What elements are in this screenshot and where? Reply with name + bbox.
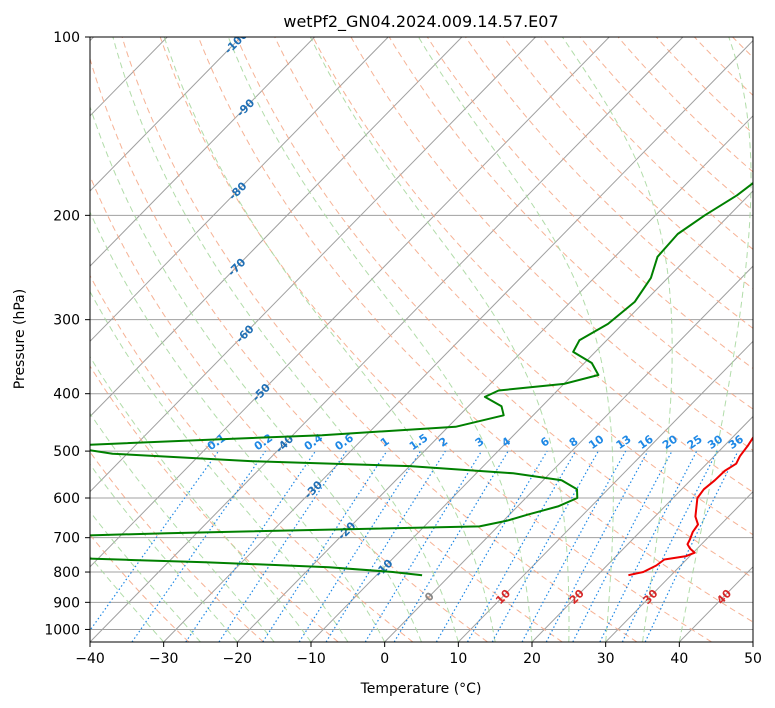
x-tick-label: 20 [523, 651, 541, 667]
dry-adiabat [388, 37, 753, 410]
plot-frame [89, 36, 754, 643]
mixing-ratio-line [435, 450, 548, 642]
mixing-ratio-line [491, 450, 599, 642]
isotherm-line [90, 37, 242, 192]
isotherm-line [384, 265, 753, 642]
x-tick-label: −20 [223, 651, 253, 667]
mixing-ratio-line [325, 450, 446, 642]
dry-adiabat [236, 37, 753, 579]
mixing-ratio-line [644, 450, 739, 642]
x-tick-label: −40 [75, 651, 105, 667]
dry-adiabat [312, 37, 753, 493]
x-tick-label: 0 [380, 651, 389, 667]
isotherm-line [310, 190, 753, 642]
moist-adiabat [112, 37, 459, 642]
dry-adiabat [90, 451, 264, 642]
dewpoint-line [90, 181, 753, 577]
y-tick-label: 300 [53, 313, 80, 329]
moist-adiabat [163, 37, 496, 642]
dry-adiabat [159, 37, 712, 642]
chart-title: wetPf2_GN04.2024.009.14.57.E07 [283, 12, 558, 32]
moist-adiabat [418, 37, 614, 642]
y-tick-label: 400 [53, 387, 80, 403]
mixing-ratio-line [393, 450, 509, 642]
moist-adiabat [90, 290, 349, 642]
isotherm-line [90, 37, 610, 568]
isotherm-line [163, 39, 753, 642]
dry-adiabat [579, 37, 753, 212]
mixing-ratio-line [262, 450, 388, 642]
x-tick-label: −30 [149, 651, 179, 667]
x-tick-label: 50 [744, 651, 762, 667]
mixing-ratio-line [185, 450, 316, 642]
dry-adiabat [426, 37, 753, 370]
moist-adiabat [309, 37, 570, 642]
dry-adiabat [121, 37, 638, 642]
isotherm-line [90, 37, 389, 343]
y-tick-label: 900 [53, 595, 80, 611]
temperature-line [628, 435, 753, 577]
isotherm-line [90, 37, 315, 267]
y-tick-label: 1000 [44, 622, 80, 638]
dry-adiabat [350, 37, 753, 451]
dry-adiabat [274, 37, 753, 536]
y-tick-label: 800 [53, 565, 80, 581]
moist-adiabat [678, 37, 752, 642]
y-tick-label: 700 [53, 531, 80, 547]
y-tick-label: 200 [53, 208, 80, 224]
x-tick-label: 30 [597, 651, 615, 667]
isotherm-line [457, 340, 753, 642]
moist-adiabat [90, 355, 312, 642]
moist-adiabat [90, 210, 386, 642]
x-axis-label: Temperature (°C) [360, 681, 482, 697]
y-axis-label: Pressure (hPa) [12, 289, 28, 389]
y-tick-label: 600 [53, 491, 80, 507]
mixing-ratio-line [466, 450, 577, 642]
mixing-ratio-line [131, 450, 266, 642]
mixing-ratio-line [521, 450, 627, 642]
isotherm-line [90, 37, 536, 493]
dry-adiabat [90, 57, 563, 642]
dry-adiabat [465, 37, 753, 329]
moist-adiabat [90, 463, 238, 642]
moist-adiabat [561, 37, 673, 642]
dry-adiabat [617, 37, 753, 173]
mixing-ratio-line [90, 450, 220, 632]
x-tick-label: −10 [296, 651, 326, 667]
axis-ticks: −40 −30 −20 −10 0 10 20 30 40 50 100 200 300 400 500 60… [44, 30, 762, 667]
mixing-ratio-line [621, 450, 718, 642]
isotherm-line [90, 37, 463, 418]
background-lines [90, 37, 753, 642]
isotherm-line [605, 490, 753, 642]
sounding-traces [90, 181, 753, 577]
x-tick-label: 10 [449, 651, 467, 667]
x-tick-label: 40 [670, 651, 688, 667]
y-tick-label: 100 [53, 30, 80, 46]
moist-adiabat [90, 412, 275, 642]
moist-adiabat [227, 37, 533, 642]
y-tick-label: 500 [53, 444, 80, 460]
dry-adiabat [90, 174, 488, 642]
isotherm-line [236, 115, 753, 642]
moist-adiabat [90, 105, 422, 642]
mixing-ratio-line [364, 450, 483, 642]
dry-adiabat [90, 274, 414, 642]
isotherm-line [531, 415, 753, 642]
mixing-ratio-line [298, 450, 422, 642]
